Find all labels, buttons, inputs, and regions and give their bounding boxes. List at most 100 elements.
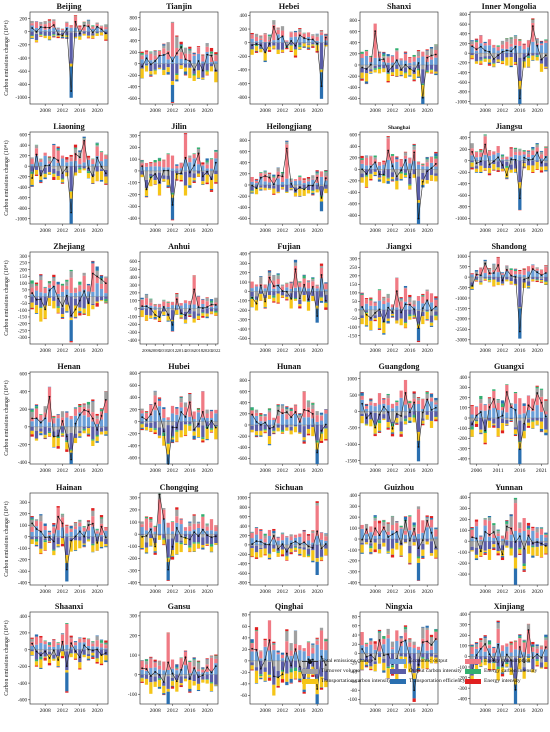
bar-segment-econ xyxy=(86,646,91,650)
y-tick-label: 300 xyxy=(350,505,358,510)
bar-segment-turn xyxy=(170,421,175,426)
bar-segment-eni xyxy=(52,177,56,180)
bar-segment-trc xyxy=(315,442,319,450)
bar-segment-eni xyxy=(73,522,78,523)
bar-segment-turn xyxy=(34,296,39,298)
bar-segment-enc xyxy=(144,516,149,519)
bar-segment-econ xyxy=(289,540,293,545)
y-tick-label: 0 xyxy=(355,538,358,543)
bar-segment-econs xyxy=(522,44,526,50)
bar-segment-trc xyxy=(403,175,408,178)
x-tick-label: 2020 xyxy=(312,228,323,234)
bar-segment-enc xyxy=(95,434,99,437)
bar-segment-eni xyxy=(250,556,254,558)
bar-segment-trc xyxy=(531,421,535,429)
bar-segment-eni xyxy=(298,555,302,556)
bar-segment-enc xyxy=(293,48,298,50)
bar-segment-eni xyxy=(43,438,47,440)
bar-segment-outc xyxy=(412,539,416,543)
bar-segment-trc xyxy=(280,187,285,189)
bar-segment-outc xyxy=(30,296,34,303)
bar-segment-tre xyxy=(298,413,302,416)
bar-segment-turn xyxy=(412,64,416,68)
bar-segment-tre xyxy=(34,313,39,314)
y-tick-label: -600 xyxy=(18,699,28,704)
bar-segment-outc xyxy=(86,168,91,172)
bar-segment-eni xyxy=(78,668,82,670)
bar-segment-outc xyxy=(82,536,86,544)
total-emissions-point xyxy=(70,90,73,92)
bar-segment-eni xyxy=(412,317,416,319)
bar-segment-tre xyxy=(272,530,276,534)
bar-segment-econ xyxy=(276,178,280,185)
bar-segment-econs xyxy=(188,157,192,163)
bar-segment-tre xyxy=(267,557,272,560)
bar-segment-trc xyxy=(298,432,302,434)
bar-segment-trc xyxy=(254,552,259,558)
bar-segment-econ xyxy=(285,537,289,545)
total-emissions-point xyxy=(206,170,209,173)
bar-segment-outc xyxy=(412,169,416,175)
panel-frame xyxy=(29,251,109,345)
y-tick-label: -300 xyxy=(18,336,28,341)
bar-segment-outc xyxy=(34,297,39,306)
bar-segment-tre xyxy=(65,311,69,313)
bar-segment-eni xyxy=(487,173,492,176)
bar-segment-econ xyxy=(285,419,289,425)
bar-segment-eni xyxy=(73,15,78,16)
bar-segment-econs xyxy=(47,161,52,164)
bar-segment-econs xyxy=(254,412,259,416)
bar-segment-tre xyxy=(43,437,47,439)
bar-segment-enc xyxy=(315,172,319,174)
bar-segment-outc xyxy=(425,64,429,71)
bar-segment-trc xyxy=(52,436,56,447)
bar-segment-turn xyxy=(259,276,263,284)
bar-segment-tre xyxy=(95,266,99,271)
bar-segment-econ xyxy=(56,29,60,32)
bar-segment-econ xyxy=(179,407,183,422)
x-tick-label: 2020 xyxy=(92,589,103,595)
bar-segment-econs xyxy=(474,406,479,416)
y-tick-label: 0 xyxy=(135,63,138,68)
panel-inner-mongolia: Inner Mongolia8006004002000-200-400-600-… xyxy=(455,2,549,114)
bar-segment-trc xyxy=(214,426,218,440)
bar-segment-outc xyxy=(544,57,548,67)
bar-segment-trc xyxy=(434,549,438,558)
bar-segment-enc xyxy=(47,431,52,434)
bar-segment-trc xyxy=(315,189,319,193)
x-tick-label: 2012 xyxy=(277,589,288,595)
bar-segment-turn xyxy=(52,426,56,432)
total-emissions-point xyxy=(96,156,99,159)
bar-segment-tre xyxy=(82,544,86,547)
panel-sichuan: Sichuan10008006004002000-200-400-600-800… xyxy=(237,483,329,595)
bar-segment-eni xyxy=(364,186,369,188)
bar-segment-econs xyxy=(319,172,324,177)
bar-segment-tre xyxy=(429,393,434,397)
bar-segment-turn xyxy=(505,266,509,270)
bar-segment-enc xyxy=(65,279,69,282)
bar-segment-enc xyxy=(285,282,289,284)
bar-segment-turn xyxy=(86,20,91,25)
y-tick-label: 0 xyxy=(465,540,468,545)
bar-segment-trc xyxy=(214,174,218,183)
total-emissions-point xyxy=(303,283,306,286)
total-emissions-point xyxy=(91,272,94,275)
total-emissions-point xyxy=(518,448,521,451)
bar-segment-turn xyxy=(34,426,39,431)
bar-segment-turn xyxy=(535,528,539,533)
bar-segment-econ xyxy=(319,539,324,545)
bar-segment-econ xyxy=(157,166,162,171)
bar-segment-econs xyxy=(43,152,47,156)
bar-segment-outc xyxy=(104,296,108,299)
bar-segment-outc xyxy=(205,170,209,175)
bar-segment-turn xyxy=(86,404,91,409)
bar-segment-enc xyxy=(319,296,324,298)
bar-segment-econs xyxy=(39,159,43,163)
bar-segment-enc xyxy=(377,420,382,424)
y-tick-label: -200 xyxy=(458,171,468,176)
bar-segment-trc xyxy=(302,295,306,302)
y-tick-label: 200 xyxy=(350,53,358,58)
bar-segment-trc xyxy=(319,297,324,301)
bar-segment-econs xyxy=(201,391,205,418)
